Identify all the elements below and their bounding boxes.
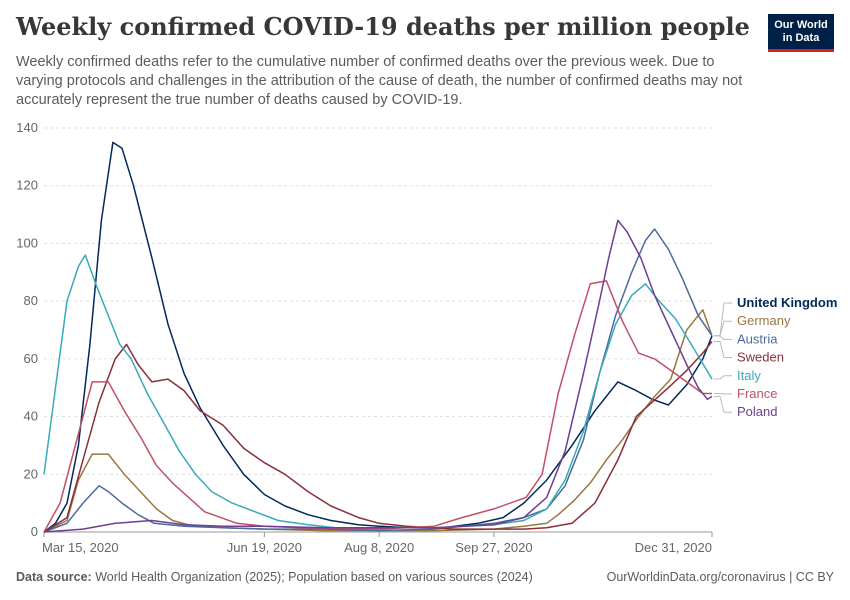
data-source: Data source: World Health Organization (… (16, 570, 533, 584)
x-tick-label: Jun 19, 2020 (227, 540, 302, 555)
x-tick-label: Sep 27, 2020 (455, 540, 532, 555)
series-line-austria[interactable] (43, 228, 713, 533)
series-line-italy[interactable] (43, 254, 713, 529)
legend-label[interactable]: Germany (737, 313, 791, 328)
series-line-united-kingdom[interactable] (43, 141, 713, 533)
logo-line-1: Our World (774, 19, 828, 31)
chart-title: Weekly confirmed COVID-19 deaths per mil… (16, 12, 750, 41)
series-line-germany[interactable] (43, 309, 713, 533)
x-tick-label: Aug 8, 2020 (344, 540, 414, 555)
legend-label[interactable]: France (737, 386, 777, 401)
series-line-france[interactable] (43, 280, 712, 533)
grid-lines (44, 127, 712, 533)
legend-connector (714, 302, 732, 337)
legend-connector (714, 320, 732, 337)
y-axis-ticks: 0 20 40 60 80 100 120 140 (16, 120, 38, 539)
chart-subtitle: Weekly confirmed deaths refer to the cum… (16, 54, 743, 108)
legend-label[interactable]: Poland (737, 404, 777, 419)
logo-line-2: in Data (782, 32, 820, 44)
legend: United Kingdom Germany Austria Sweden Italy F… (714, 295, 837, 419)
y-tick-label: 120 (16, 178, 38, 193)
legend-connector (714, 375, 732, 380)
y-tick-label: 20 (24, 466, 38, 481)
x-tick-label: Dec 31, 2020 (635, 540, 712, 555)
legend-label[interactable]: Italy (737, 368, 761, 383)
legend-connector (714, 341, 732, 359)
y-tick-label: 0 (31, 524, 38, 539)
series-lines (43, 141, 713, 533)
series-line-poland[interactable] (43, 219, 713, 533)
legend-connector (714, 392, 732, 395)
y-tick-label: 60 (24, 351, 38, 366)
y-tick-label: 140 (16, 120, 38, 135)
y-tick-label: 40 (24, 409, 38, 424)
credit-link[interactable]: OurWorldinData.org/coronavirus | CC BY (606, 570, 834, 584)
y-tick-label: 80 (24, 293, 38, 308)
data-source-text: World Health Organization (2025); Popula… (95, 570, 533, 584)
legend-connector (714, 335, 732, 340)
legend-label[interactable]: Austria (737, 331, 778, 346)
x-tick-label: Mar 15, 2020 (42, 540, 119, 555)
series-line-sweden[interactable] (43, 341, 713, 533)
y-tick-label: 100 (16, 235, 38, 250)
owid-logo[interactable]: Our World in Data (768, 14, 834, 52)
legend-label[interactable]: United Kingdom (737, 295, 837, 310)
x-axis-ticks: Mar 15, 2020 Jun 19, 2020 Aug 8, 2020 Sep 2… (42, 532, 713, 555)
legend-label[interactable]: Sweden (737, 350, 784, 365)
data-source-label: Data source: (16, 570, 92, 584)
legend-connector (714, 395, 732, 413)
